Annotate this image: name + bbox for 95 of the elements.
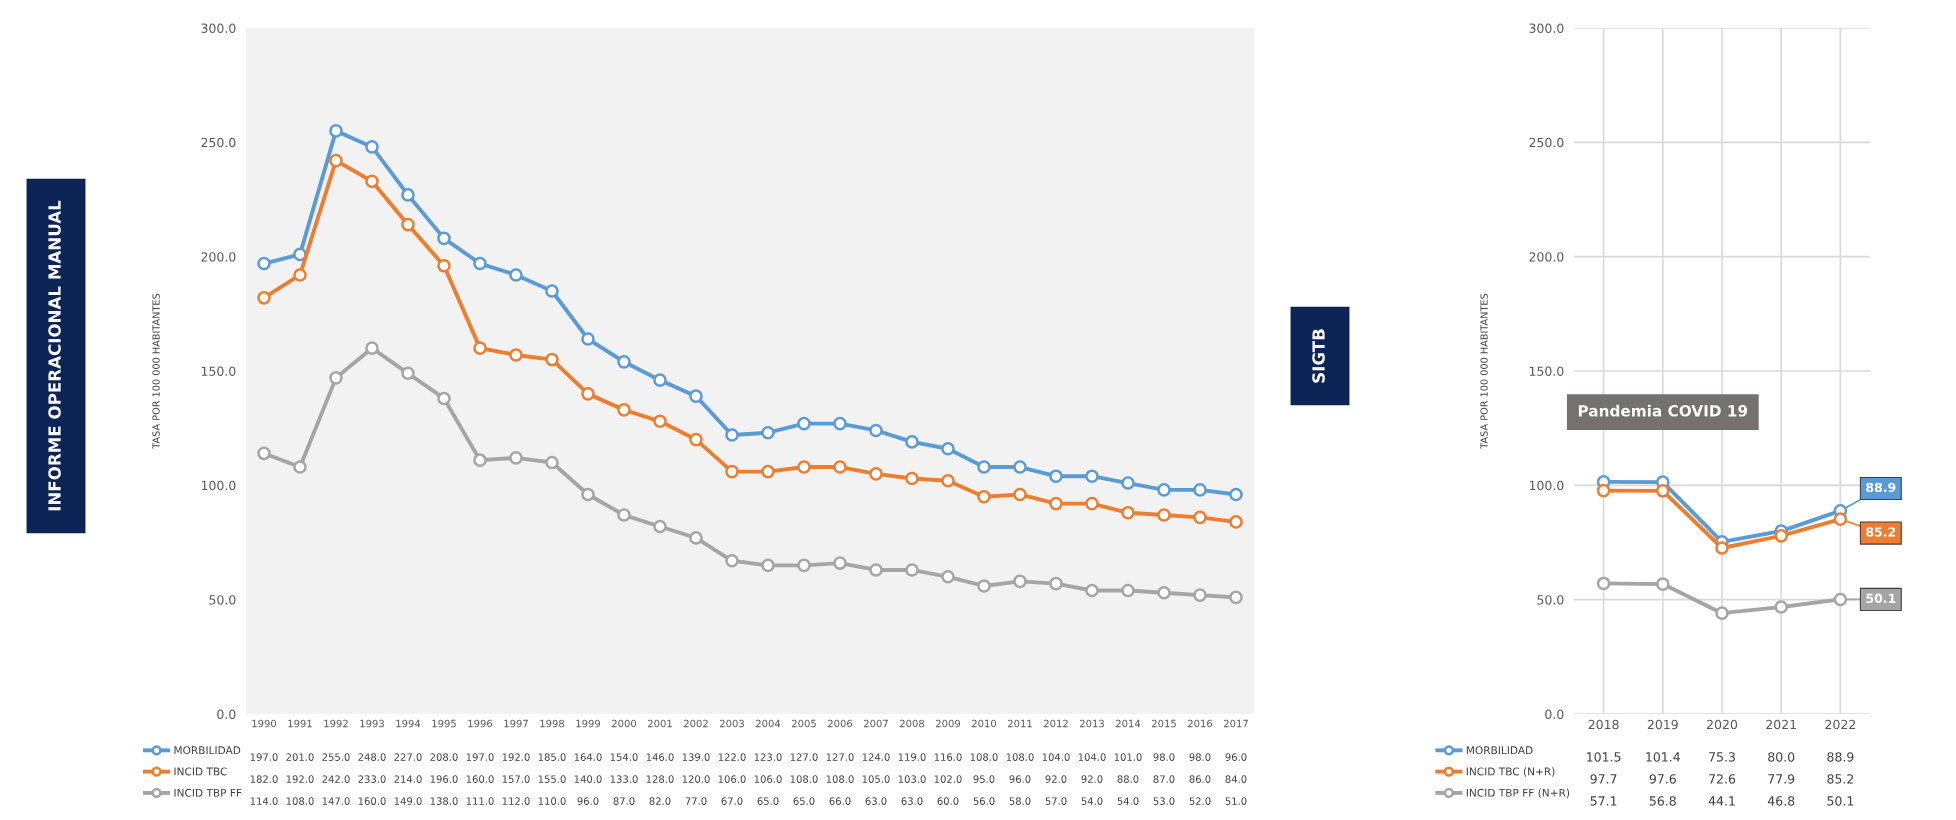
point (1774, 529, 1789, 543)
point (581, 487, 595, 502)
point (1085, 469, 1099, 483)
point (401, 188, 415, 202)
point (329, 153, 343, 168)
point (509, 348, 523, 362)
point (545, 352, 559, 367)
point (1655, 577, 1670, 591)
point (473, 341, 487, 355)
point (1085, 583, 1099, 598)
point (437, 391, 451, 406)
point (365, 174, 379, 189)
point (257, 291, 271, 305)
point (1049, 496, 1063, 511)
point (509, 451, 523, 465)
point (617, 355, 631, 369)
point (1013, 487, 1027, 502)
point (401, 217, 415, 232)
point (653, 519, 667, 534)
point (833, 556, 847, 570)
point (1013, 460, 1027, 474)
point (1193, 483, 1207, 497)
point (869, 563, 883, 577)
point (725, 428, 739, 442)
point (977, 579, 991, 593)
point (977, 460, 991, 474)
text: INFORME OPERACIONAL MANUAL (48, 200, 61, 511)
point (905, 471, 919, 486)
point (653, 373, 667, 387)
point (869, 467, 883, 481)
point (1229, 590, 1243, 605)
point (1655, 484, 1670, 498)
point (1049, 576, 1063, 591)
point (833, 460, 847, 474)
point (293, 268, 307, 282)
point (1596, 576, 1611, 591)
point (509, 268, 523, 282)
point (1157, 483, 1171, 497)
point (653, 414, 667, 429)
point (869, 423, 883, 438)
point (365, 341, 379, 355)
point (1157, 586, 1171, 600)
point (1229, 487, 1243, 502)
point (941, 569, 955, 584)
point (1596, 483, 1611, 498)
point (437, 231, 451, 246)
point (581, 332, 595, 346)
point (617, 403, 631, 417)
point (689, 531, 703, 545)
point (329, 371, 343, 385)
point (1715, 541, 1729, 555)
point (1774, 600, 1789, 614)
point (1121, 476, 1135, 490)
point (761, 558, 775, 573)
text: SIGTB (1312, 329, 1325, 383)
point (905, 435, 919, 449)
point (833, 416, 847, 431)
point (1121, 583, 1135, 598)
point (581, 387, 595, 401)
point (545, 455, 559, 470)
point (689, 389, 703, 403)
point (761, 425, 775, 440)
point (941, 473, 955, 488)
point (1157, 508, 1171, 522)
point (1715, 606, 1729, 620)
point (1229, 515, 1243, 529)
point (725, 464, 739, 479)
point (473, 256, 487, 271)
point (365, 140, 379, 154)
point (1833, 512, 1848, 526)
point (257, 446, 271, 461)
point (1193, 588, 1207, 602)
point (293, 460, 307, 474)
point (1049, 469, 1063, 483)
point (689, 432, 703, 447)
point (797, 558, 811, 573)
point (617, 508, 631, 522)
point (329, 124, 343, 138)
point (725, 553, 739, 568)
point (977, 489, 991, 504)
point (545, 284, 559, 298)
point (905, 563, 919, 577)
point (797, 416, 811, 431)
point (257, 256, 271, 271)
point (941, 441, 955, 456)
point (1121, 505, 1135, 520)
point (761, 464, 775, 479)
point (1013, 574, 1027, 589)
point (401, 366, 415, 381)
point (797, 460, 811, 474)
point (1085, 496, 1099, 511)
point (1193, 510, 1207, 525)
point (437, 259, 451, 273)
point (1833, 592, 1848, 607)
point (473, 453, 487, 467)
